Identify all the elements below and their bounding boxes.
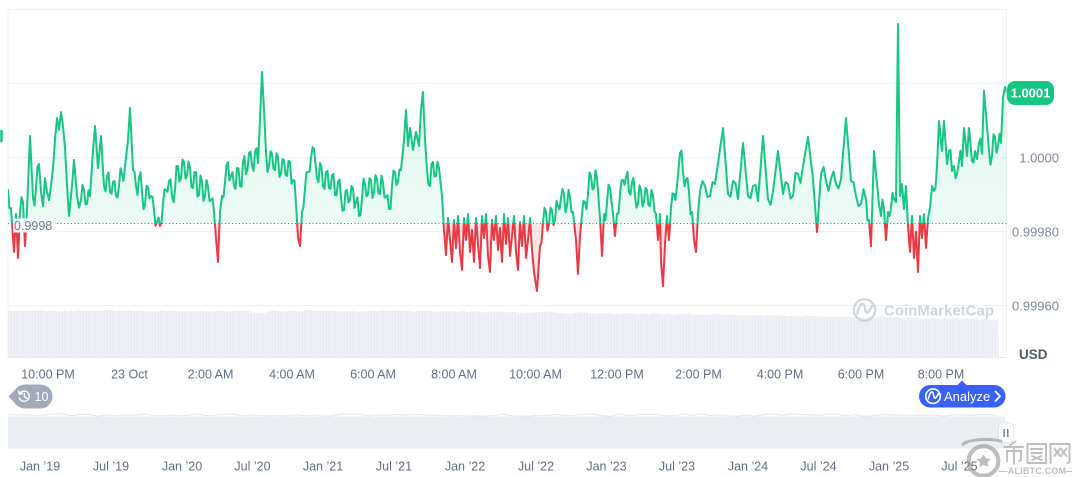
svg-text:Jan ’24: Jan ’24 xyxy=(728,460,768,474)
svg-text:1.0001: 1.0001 xyxy=(1011,86,1051,101)
svg-text:2:00 AM: 2:00 AM xyxy=(188,368,234,382)
svg-text:10: 10 xyxy=(35,390,49,404)
svg-text:Jan ’19: Jan ’19 xyxy=(20,460,60,474)
svg-text:—ALIBTC.COM—: —ALIBTC.COM— xyxy=(999,466,1072,476)
svg-text:0.99960: 0.99960 xyxy=(1012,299,1059,314)
svg-text:4:00 AM: 4:00 AM xyxy=(269,368,315,382)
svg-text:0.99980: 0.99980 xyxy=(1012,225,1059,240)
svg-text:6:00 AM: 6:00 AM xyxy=(350,368,396,382)
svg-text:Jan ’25: Jan ’25 xyxy=(869,460,909,474)
svg-text:10:00 PM: 10:00 PM xyxy=(21,368,75,382)
svg-text:8:00 AM: 8:00 AM xyxy=(431,368,477,382)
svg-text:Jan ’22: Jan ’22 xyxy=(445,460,485,474)
svg-text:Jul ’24: Jul ’24 xyxy=(800,460,836,474)
svg-text:Jul ’22: Jul ’22 xyxy=(518,460,554,474)
svg-text:Jul ’19: Jul ’19 xyxy=(93,460,129,474)
svg-text:1.0000: 1.0000 xyxy=(1019,151,1059,166)
svg-text:10:00 AM: 10:00 AM xyxy=(509,368,562,382)
svg-text:Jan ’21: Jan ’21 xyxy=(303,460,343,474)
svg-text:Jan ’20: Jan ’20 xyxy=(162,460,202,474)
svg-text:4:00 PM: 4:00 PM xyxy=(757,368,804,382)
svg-text:CoinMarketCap: CoinMarketCap xyxy=(884,303,994,320)
svg-text:6:00 PM: 6:00 PM xyxy=(838,368,885,382)
svg-text:0.9998: 0.9998 xyxy=(14,219,52,233)
svg-text:2:00 PM: 2:00 PM xyxy=(675,368,722,382)
svg-text:Analyze: Analyze xyxy=(944,389,990,404)
svg-text:Jul ’20: Jul ’20 xyxy=(234,460,270,474)
svg-text:USD: USD xyxy=(1019,347,1048,362)
svg-text:12:00 PM: 12:00 PM xyxy=(590,368,644,382)
svg-text:8:00 PM: 8:00 PM xyxy=(918,368,965,382)
svg-text:Jul ’23: Jul ’23 xyxy=(659,460,695,474)
svg-text:23 Oct: 23 Oct xyxy=(111,368,148,382)
svg-text:Jul ’21: Jul ’21 xyxy=(376,460,412,474)
svg-text:Jan ’23: Jan ’23 xyxy=(586,460,626,474)
